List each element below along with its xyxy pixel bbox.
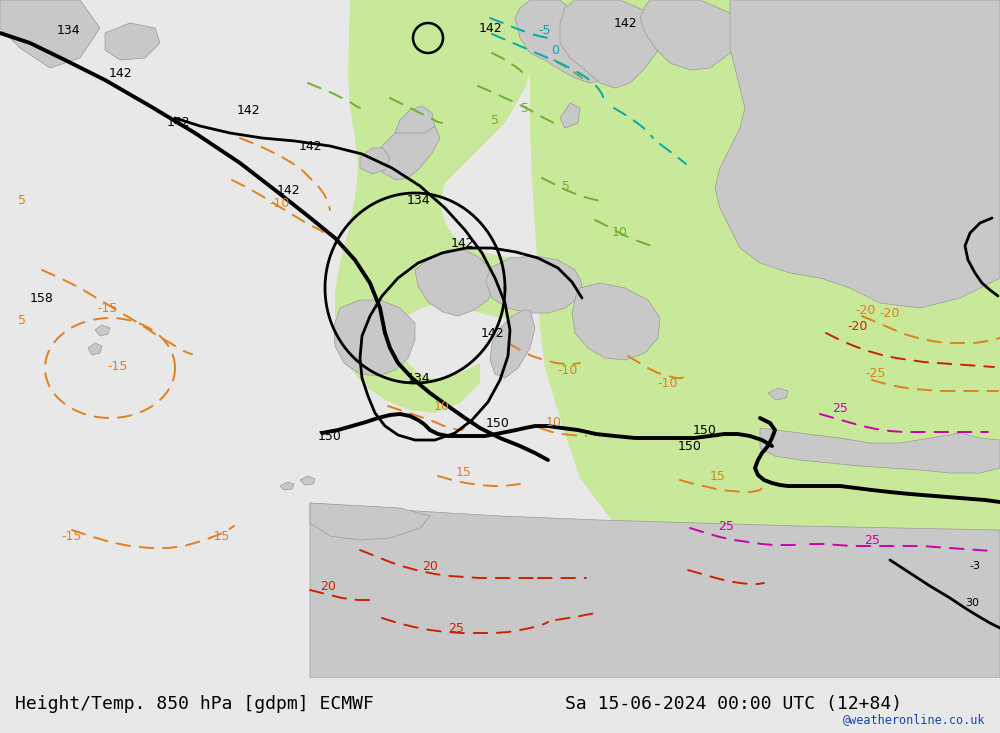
Polygon shape <box>490 310 535 378</box>
Polygon shape <box>760 428 1000 473</box>
Text: 150: 150 <box>318 430 342 443</box>
Polygon shape <box>360 148 390 174</box>
Polygon shape <box>95 325 110 336</box>
Text: -20: -20 <box>880 306 900 320</box>
Polygon shape <box>105 23 160 60</box>
Polygon shape <box>375 118 440 180</box>
Polygon shape <box>572 283 660 360</box>
Polygon shape <box>560 103 580 128</box>
Polygon shape <box>415 250 495 316</box>
Polygon shape <box>515 0 630 83</box>
Polygon shape <box>105 23 160 60</box>
Polygon shape <box>300 476 315 485</box>
Polygon shape <box>395 106 435 133</box>
Polygon shape <box>560 0 665 88</box>
Polygon shape <box>310 503 430 540</box>
Text: 10: 10 <box>612 226 628 238</box>
Polygon shape <box>0 0 100 68</box>
Text: 25: 25 <box>718 520 734 532</box>
Text: -15: -15 <box>98 301 118 314</box>
Text: 25: 25 <box>448 622 464 635</box>
Polygon shape <box>768 388 788 400</box>
Text: 5: 5 <box>521 101 529 114</box>
Polygon shape <box>334 300 415 376</box>
Text: -10: -10 <box>658 377 678 389</box>
Polygon shape <box>395 106 435 133</box>
Polygon shape <box>715 0 1000 308</box>
Text: 142: 142 <box>236 103 260 117</box>
Polygon shape <box>640 0 740 70</box>
Text: -15: -15 <box>108 359 128 372</box>
Polygon shape <box>640 0 740 70</box>
Text: 142: 142 <box>613 17 637 29</box>
Text: -15: -15 <box>210 529 230 542</box>
Text: -3: -3 <box>970 561 980 571</box>
Text: 25: 25 <box>832 402 848 415</box>
Text: -10: -10 <box>558 364 578 377</box>
Text: 142: 142 <box>478 21 502 34</box>
Text: 142: 142 <box>480 326 504 339</box>
Text: 20: 20 <box>422 559 438 572</box>
Text: -25: -25 <box>866 366 886 380</box>
Text: 10: 10 <box>546 416 562 429</box>
Text: -15: -15 <box>62 529 82 542</box>
Text: 15: 15 <box>710 470 726 482</box>
Text: 150: 150 <box>678 440 702 452</box>
Text: -5: -5 <box>539 23 551 37</box>
Text: 15: 15 <box>456 465 472 479</box>
Polygon shape <box>375 118 440 180</box>
Text: 25: 25 <box>864 534 880 547</box>
Text: 20: 20 <box>320 580 336 592</box>
Polygon shape <box>415 250 495 316</box>
Text: 134: 134 <box>56 23 80 37</box>
Polygon shape <box>335 0 540 413</box>
Polygon shape <box>515 0 630 83</box>
Text: 0: 0 <box>551 43 559 56</box>
Polygon shape <box>0 0 100 68</box>
Polygon shape <box>486 256 582 313</box>
Text: 5: 5 <box>491 114 499 127</box>
Text: 134: 134 <box>406 372 430 385</box>
Text: 142: 142 <box>108 67 132 79</box>
Text: -20: -20 <box>848 320 868 333</box>
Text: @weatheronline.co.uk: @weatheronline.co.uk <box>842 713 985 726</box>
Polygon shape <box>715 0 1000 308</box>
Polygon shape <box>360 148 390 174</box>
Polygon shape <box>560 0 665 88</box>
Text: 5: 5 <box>18 194 26 207</box>
Text: -20: -20 <box>856 303 876 317</box>
Polygon shape <box>310 503 1000 678</box>
Polygon shape <box>560 103 580 128</box>
Polygon shape <box>280 482 294 490</box>
Text: 134: 134 <box>406 194 430 207</box>
Text: 150: 150 <box>693 424 717 437</box>
Text: 142: 142 <box>276 183 300 196</box>
Text: -10: -10 <box>270 196 290 210</box>
Text: 150: 150 <box>486 416 510 430</box>
Text: 10: 10 <box>434 399 450 413</box>
Text: 142: 142 <box>450 237 474 249</box>
Polygon shape <box>310 503 430 540</box>
Polygon shape <box>530 0 1000 678</box>
Text: 142: 142 <box>298 139 322 152</box>
Text: 142: 142 <box>166 116 190 128</box>
Text: 30: 30 <box>965 598 979 608</box>
Polygon shape <box>486 256 582 313</box>
Polygon shape <box>450 0 700 130</box>
Text: 5: 5 <box>18 314 26 326</box>
Text: 158: 158 <box>30 292 54 304</box>
Text: Height/Temp. 850 hPa [gdpm] ECMWF: Height/Temp. 850 hPa [gdpm] ECMWF <box>15 695 374 712</box>
Text: Sa 15-06-2024 00:00 UTC (12+84): Sa 15-06-2024 00:00 UTC (12+84) <box>565 695 902 712</box>
Polygon shape <box>88 343 102 355</box>
Text: 5: 5 <box>562 180 570 193</box>
